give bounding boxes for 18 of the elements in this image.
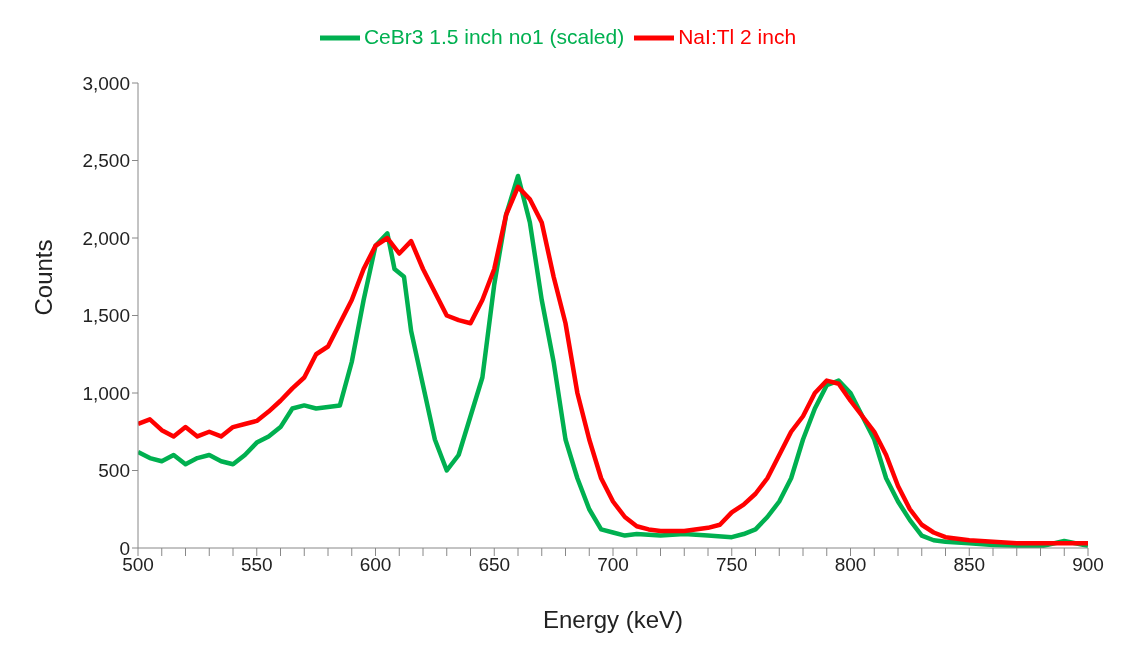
x-tick-label: 600 — [359, 554, 392, 576]
x-tick-label: 900 — [1072, 554, 1104, 576]
legend-label: NaI:Tl 2 inch — [678, 24, 797, 48]
x-tick-label: 850 — [953, 554, 986, 576]
y-tick-label: 2,500 — [82, 150, 130, 172]
y-tick-label: 2,000 — [82, 227, 130, 249]
x-tick-label: 700 — [597, 554, 629, 576]
y-tick-label: 1,000 — [82, 382, 130, 404]
x-tick-label: 800 — [834, 554, 867, 576]
y-tick-label: 1,500 — [82, 305, 130, 327]
x-tick-label: 650 — [478, 554, 511, 576]
legend-label: CeBr3 1.5 inch no1 (scaled) — [363, 24, 625, 48]
x-tick-label: 750 — [715, 554, 748, 576]
x-axis-title: Energy (keV) — [542, 606, 684, 633]
x-tick-label: 550 — [240, 554, 273, 576]
y-tick-label: 500 — [98, 460, 130, 482]
y-axis-title: Counts — [29, 239, 57, 316]
y-tick-label: 3,000 — [82, 72, 130, 94]
